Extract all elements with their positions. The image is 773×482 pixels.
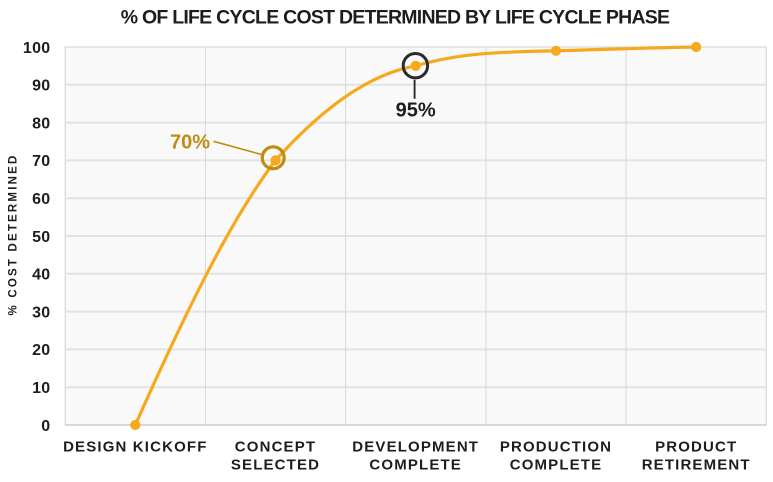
svg-text:% OF LIFE CYCLE COST DETERMINE: % OF LIFE CYCLE COST DETERMINED BY LIFE … bbox=[121, 6, 670, 28]
svg-text:80: 80 bbox=[32, 115, 50, 132]
svg-text:PRODUCT: PRODUCT bbox=[655, 438, 737, 455]
svg-text:50: 50 bbox=[32, 229, 50, 246]
svg-text:COMPLETE: COMPLETE bbox=[510, 456, 603, 473]
svg-text:70%: 70% bbox=[170, 132, 210, 154]
svg-text:CONCEPT: CONCEPT bbox=[235, 438, 316, 455]
svg-text:70: 70 bbox=[32, 153, 50, 170]
svg-text:40: 40 bbox=[32, 267, 50, 284]
svg-text:DEVELOPMENT: DEVELOPMENT bbox=[352, 438, 479, 455]
svg-text:95%: 95% bbox=[396, 100, 436, 122]
svg-text:% COST DETERMINED: % COST DETERMINED bbox=[8, 154, 20, 316]
svg-text:SELECTED: SELECTED bbox=[231, 456, 320, 473]
svg-text:DESIGN KICKOFF: DESIGN KICKOFF bbox=[63, 438, 207, 455]
svg-text:0: 0 bbox=[41, 418, 50, 435]
svg-text:100: 100 bbox=[23, 40, 51, 57]
svg-text:90: 90 bbox=[32, 78, 50, 95]
svg-text:PRODUCTION: PRODUCTION bbox=[500, 438, 612, 455]
svg-text:20: 20 bbox=[32, 342, 50, 359]
svg-text:60: 60 bbox=[32, 191, 50, 208]
svg-text:RETIREMENT: RETIREMENT bbox=[642, 456, 751, 473]
svg-text:10: 10 bbox=[32, 380, 50, 397]
svg-text:30: 30 bbox=[32, 304, 50, 321]
svg-text:COMPLETE: COMPLETE bbox=[369, 456, 462, 473]
